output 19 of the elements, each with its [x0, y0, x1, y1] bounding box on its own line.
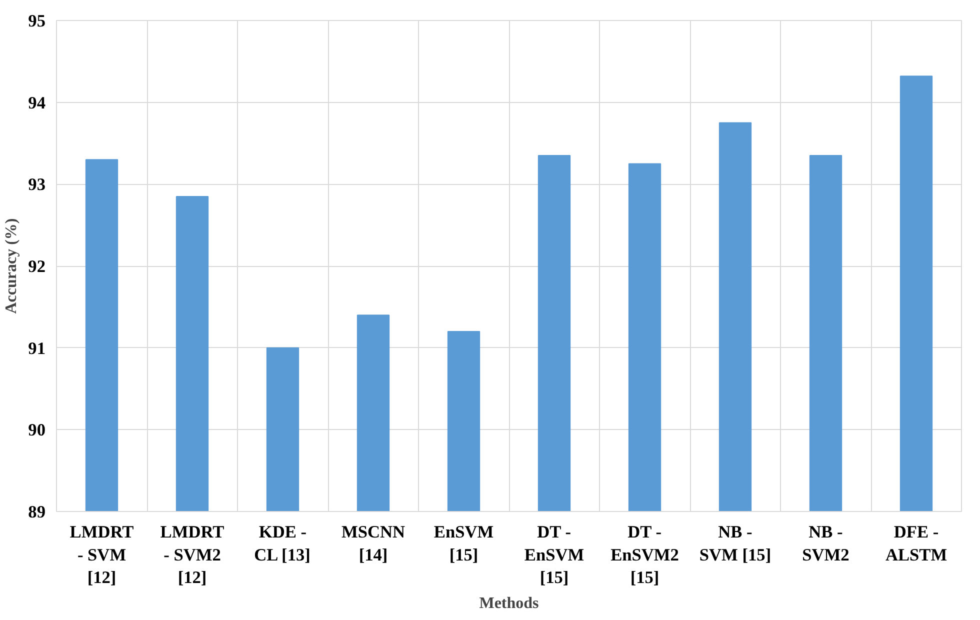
- y-tick-label: 93: [28, 175, 46, 194]
- x-tick-label: EnSVM [15]: [434, 522, 494, 564]
- x-tick-label: NB - SVM [15]: [699, 522, 772, 564]
- y-axis-title: Accuracy (%): [3, 218, 20, 314]
- x-tick-label: NB - SVM2: [802, 522, 850, 564]
- x-tick-label: DT - EnSVM [15]: [524, 522, 584, 588]
- x-tick-label: LMDRT - SVM2 [12]: [160, 522, 225, 588]
- y-tick-label: 89: [28, 502, 46, 522]
- y-tick-label: 92: [28, 257, 46, 276]
- x-tick-label: DFE - ALSTM: [885, 522, 948, 564]
- y-tick-label: 95: [28, 12, 46, 30]
- y-tick-label: 91: [28, 338, 46, 358]
- x-tick-label: DT - EnSVM2 [15]: [610, 522, 679, 588]
- x-tick-label: KDE - CL [13]: [254, 522, 310, 564]
- x-axis-title: Methods: [479, 595, 539, 612]
- x-tick-label: LMDRT - SVM [12]: [70, 522, 134, 588]
- x-tick-label: MSCNN [14]: [341, 522, 406, 564]
- y-tick-label: 90: [28, 420, 46, 440]
- y-tick-label: 94: [28, 93, 46, 112]
